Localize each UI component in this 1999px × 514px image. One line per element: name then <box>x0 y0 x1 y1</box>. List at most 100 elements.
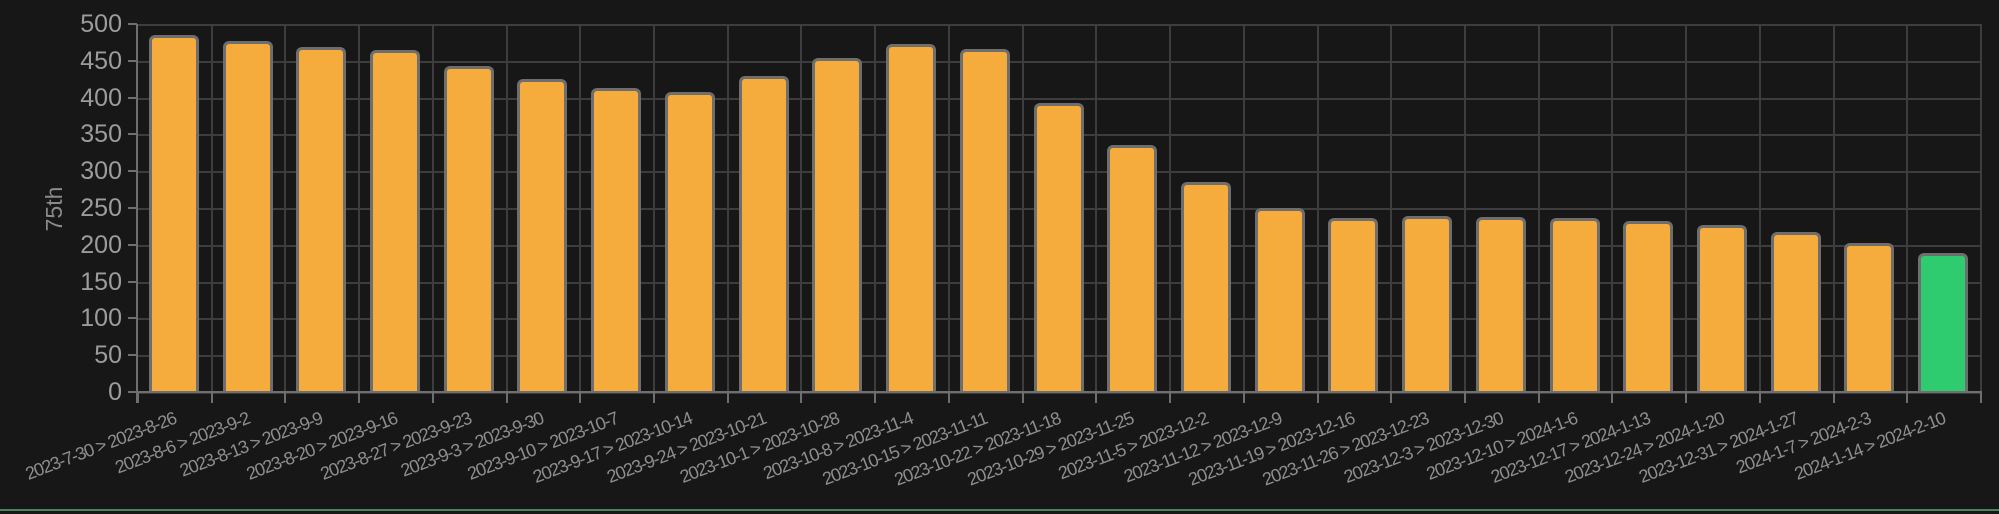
y-axis-tick-label: 450 <box>80 46 122 75</box>
bar[interactable] <box>1623 221 1673 392</box>
x-axis-tick-mark <box>1243 392 1245 403</box>
x-axis-tick-mark <box>1169 392 1171 403</box>
y-axis-tick-mark <box>128 354 137 357</box>
gridline-vertical <box>506 24 508 392</box>
x-axis-tick-mark <box>358 392 360 403</box>
bar[interactable] <box>1328 218 1378 392</box>
gridline-vertical <box>1980 24 1982 392</box>
y-axis-tick-label: 300 <box>80 157 122 186</box>
gridline-vertical <box>800 24 802 392</box>
bar[interactable] <box>1034 103 1084 392</box>
bar[interactable] <box>1844 243 1894 392</box>
x-axis-tick-mark <box>1022 392 1024 403</box>
bar[interactable] <box>1476 217 1526 392</box>
gridline-vertical <box>874 24 876 392</box>
y-axis-tick-label: 400 <box>80 83 122 112</box>
x-axis-tick-mark <box>800 392 802 403</box>
x-axis-tick-mark <box>727 392 729 403</box>
y-axis-tick-mark <box>128 96 137 99</box>
y-axis-tick-label: 100 <box>80 304 122 333</box>
x-axis-tick-mark <box>1611 392 1613 403</box>
bar[interactable] <box>886 44 936 392</box>
gridline-vertical <box>1243 24 1245 392</box>
bar[interactable] <box>1550 218 1600 392</box>
y-axis-line <box>136 24 138 403</box>
gridline-vertical <box>653 24 655 392</box>
bar[interactable] <box>517 79 567 392</box>
gridline-vertical <box>1390 24 1392 392</box>
bar[interactable] <box>296 47 346 392</box>
gridline-vertical <box>1906 24 1908 392</box>
gridline-vertical <box>948 24 950 392</box>
x-axis-tick-mark <box>653 392 655 403</box>
bar[interactable] <box>1697 225 1747 392</box>
x-axis-tick-mark <box>1906 392 1908 403</box>
gridline-vertical <box>579 24 581 392</box>
y-axis-tick-label: 0 <box>108 378 122 406</box>
gridline-vertical <box>727 24 729 392</box>
bar[interactable] <box>1771 232 1821 392</box>
x-axis-tick-mark <box>1538 392 1540 403</box>
x-axis-tick-mark <box>948 392 950 403</box>
y-axis-tick-label: 150 <box>80 267 122 296</box>
x-axis-tick-mark <box>1980 392 1982 403</box>
y-axis-tick-label: 350 <box>80 120 122 149</box>
gridline-vertical <box>1685 24 1687 392</box>
bar[interactable] <box>223 41 273 392</box>
bar[interactable] <box>812 58 862 392</box>
x-axis-tick-mark <box>506 392 508 403</box>
gridline-horizontal <box>137 24 1980 26</box>
y-axis-tick-mark <box>128 59 137 62</box>
bar[interactable] <box>960 49 1010 392</box>
bar[interactable] <box>1181 182 1231 392</box>
x-axis-tick-mark <box>1759 392 1761 403</box>
y-axis-tick-mark <box>128 243 137 246</box>
x-axis-tick-mark <box>137 392 139 403</box>
gridline-vertical <box>1833 24 1835 392</box>
y-axis-tick-mark <box>128 280 137 283</box>
x-axis-tick-mark <box>874 392 876 403</box>
x-axis-tick-mark <box>1833 392 1835 403</box>
gridline-vertical <box>211 24 213 392</box>
panel-bottom-border <box>0 509 1999 511</box>
bar[interactable] <box>665 92 715 392</box>
x-axis-tick-mark <box>284 392 286 403</box>
y-axis-tick-mark <box>128 207 137 209</box>
bar[interactable] <box>370 50 420 392</box>
y-axis-tick-label: 250 <box>80 194 122 222</box>
gridline-vertical <box>1317 24 1319 392</box>
x-axis-tick-mark <box>1095 392 1097 403</box>
gridline-vertical <box>1464 24 1466 392</box>
y-axis-tick-mark <box>128 317 137 320</box>
gridline-horizontal <box>137 97 1980 100</box>
gridline-vertical <box>1538 24 1540 392</box>
gridline-vertical <box>1095 24 1097 392</box>
bar[interactable] <box>1107 145 1157 392</box>
y-axis-tick-mark <box>128 170 137 173</box>
bar[interactable] <box>591 88 641 392</box>
x-axis-tick-mark <box>1317 392 1319 403</box>
y-axis-tick-label: 200 <box>80 230 122 259</box>
bar[interactable] <box>1918 253 1968 392</box>
x-axis-line <box>137 391 1982 393</box>
x-axis-tick-mark <box>1464 392 1466 403</box>
bar[interactable] <box>739 76 789 392</box>
gridline-vertical <box>358 24 360 392</box>
gridline-vertical <box>1169 24 1171 392</box>
x-axis-tick-mark <box>1390 392 1392 403</box>
x-axis-tick-mark <box>579 392 581 403</box>
gridline-horizontal <box>137 60 1980 63</box>
y-axis-tick-label: 500 <box>80 10 122 38</box>
x-axis-tick-mark <box>432 392 434 403</box>
gridline-vertical <box>1611 24 1613 392</box>
x-axis-tick-mark <box>211 392 213 403</box>
bar[interactable] <box>1255 208 1305 392</box>
bar[interactable] <box>1402 216 1452 392</box>
y-axis-tick-mark <box>128 23 137 25</box>
gridline-vertical <box>432 24 434 392</box>
y-axis-tick-label: 50 <box>94 341 122 370</box>
y-axis-tick-mark <box>128 133 137 136</box>
bar[interactable] <box>149 35 199 392</box>
bar[interactable] <box>444 66 494 392</box>
